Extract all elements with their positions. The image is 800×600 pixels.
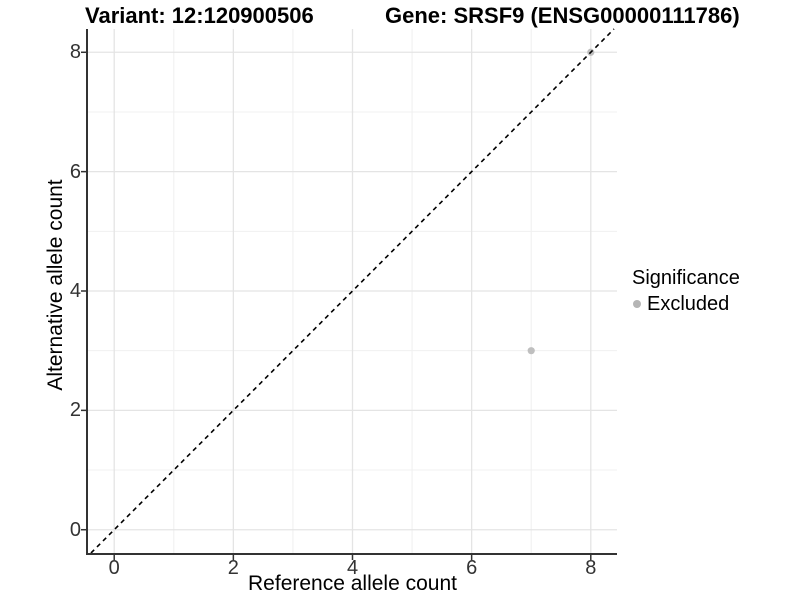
x-tick-label: 0 <box>108 557 120 579</box>
y-axis-label: Alternative allele count <box>44 179 67 391</box>
gene-title: Gene: SRSF9 (ENSG00000111786) <box>385 3 740 28</box>
y-tick-label: 4 <box>69 280 81 302</box>
y-tick-label: 6 <box>69 160 81 183</box>
x-tick-label: 8 <box>585 557 597 579</box>
legend-title: Significance <box>632 267 740 289</box>
data-point <box>527 347 535 355</box>
legend-point-icon <box>633 300 641 308</box>
legend: Significance Excluded <box>632 266 740 316</box>
legend-item: Excluded <box>632 292 740 316</box>
legend-items: Excluded <box>632 292 740 316</box>
identity-dashed-line <box>90 28 615 554</box>
y-tick-label: 0 <box>69 518 81 541</box>
variant-title: Variant: 12:120900506 <box>85 3 314 28</box>
y-tick-label: 2 <box>69 399 81 422</box>
legend-item-label: Excluded <box>647 293 730 315</box>
y-tick-label: 8 <box>69 41 81 64</box>
x-tick-label: 4 <box>346 557 359 579</box>
x-tick-label: 6 <box>466 557 478 579</box>
x-tick-label: 2 <box>227 557 239 579</box>
x-axis-label: Reference allele count <box>248 572 457 595</box>
